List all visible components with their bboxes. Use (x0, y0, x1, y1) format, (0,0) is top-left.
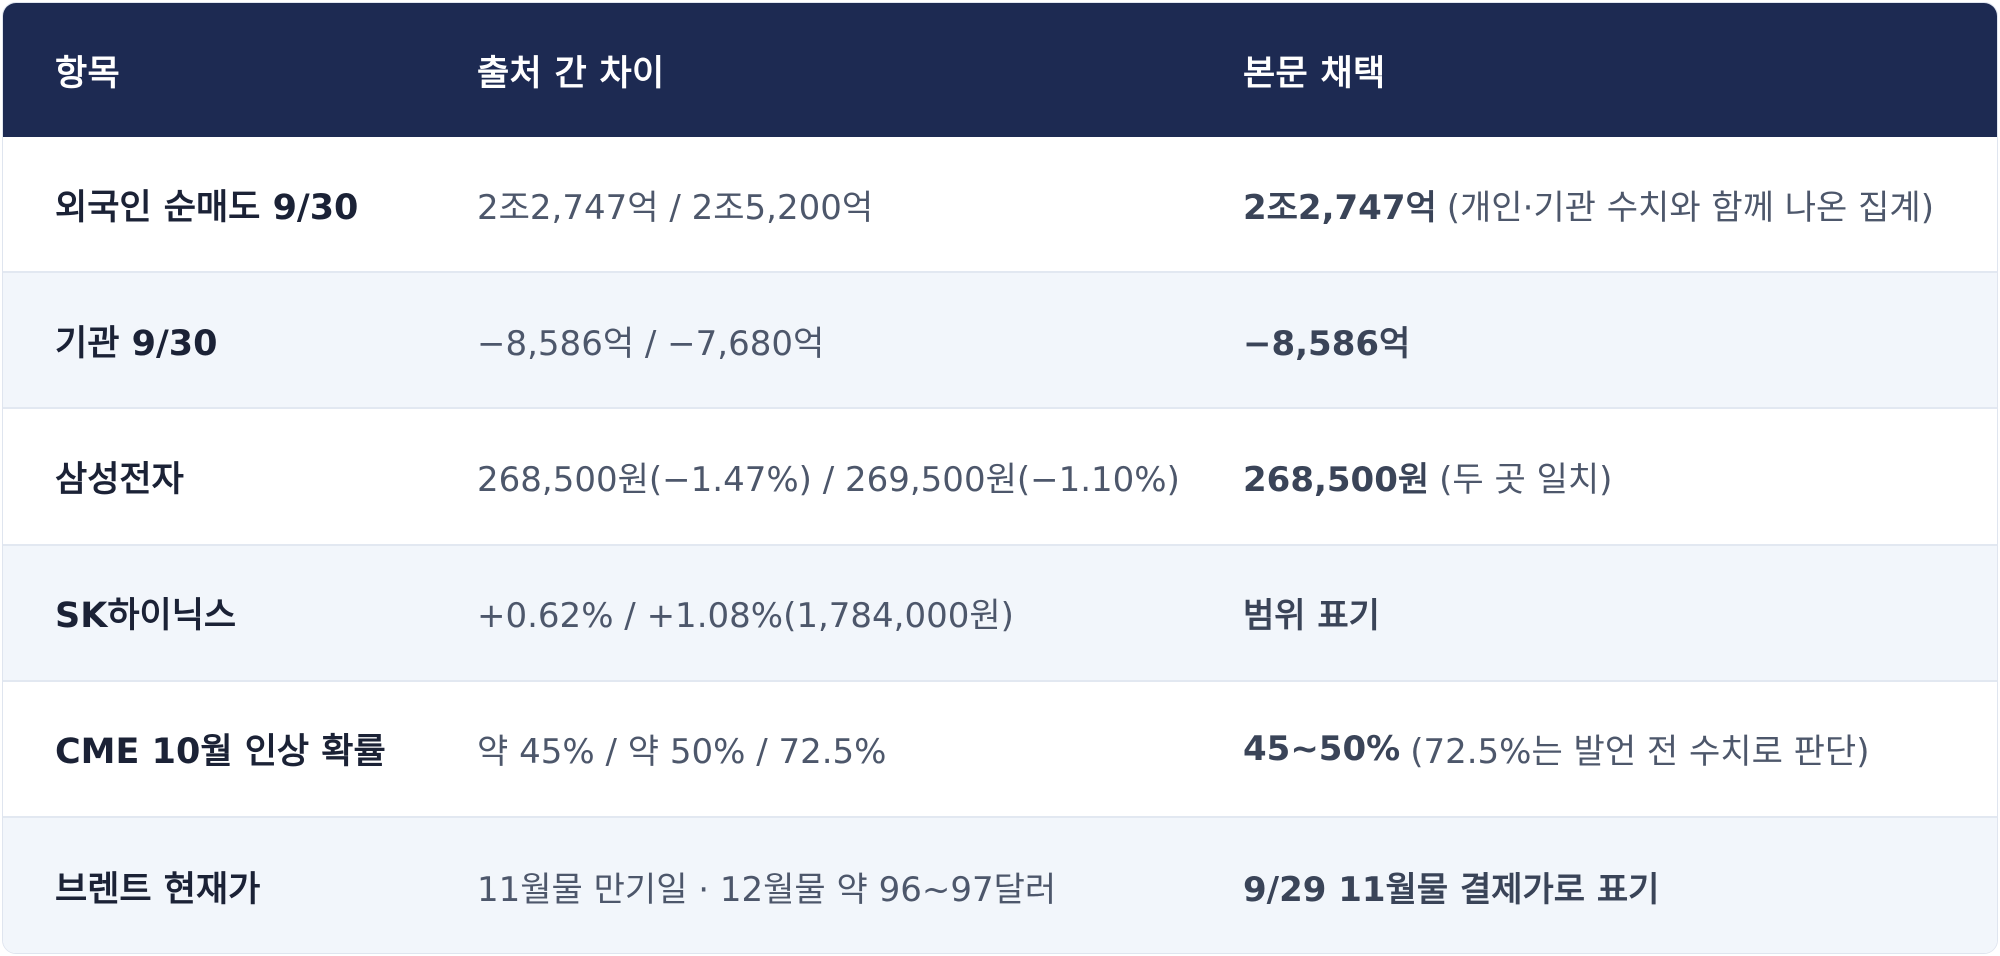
table-row: CME 10월 인상 확률 약 45% / 약 50% / 72.5% 45~5… (3, 681, 1997, 818)
adopted-note: (개인·기관 수치와 함께 나온 집계) (1446, 187, 1934, 228)
row-adopted: −8,586억 (1243, 273, 1410, 407)
table-row: 외국인 순매도 9/30 2조2,747억 / 2조5,200억 2조2,747… (3, 137, 1997, 274)
row-source-diff: 2조2,747억 / 2조5,200억 (477, 187, 874, 228)
table-header: 항목 출처 간 차이 본문 채택 (3, 3, 1997, 137)
table-row: 삼성전자 268,500원(−1.47%) / 269,500원(−1.10%)… (3, 409, 1997, 546)
row-source-diff: −8,586억 / −7,680억 (477, 323, 825, 364)
row-source-diff: 268,500원(−1.47%) / 269,500원(−1.10%) (477, 459, 1180, 500)
adopted-note: (72.5%는 발언 전 수치로 판단) (1410, 732, 1870, 773)
header-source-diff: 출처 간 차이 (477, 53, 665, 94)
row-adopted: 범위 표기 (1243, 546, 1380, 680)
row-adopted: 268,500원 (두 곳 일치) (1243, 409, 1612, 543)
row-adopted: 45~50% (72.5%는 발언 전 수치로 판단) (1243, 682, 1869, 816)
row-source-diff: 11월물 만기일 · 12월물 약 96~97달러 (477, 869, 1057, 910)
adopted-value: −8,586억 (1243, 323, 1411, 364)
row-item: 기관 9/30 (55, 323, 218, 364)
row-adopted: 2조2,747억 (개인·기관 수치와 함께 나온 집계) (1243, 137, 1934, 271)
table-row: SK하이닉스 +0.62% / +1.08%(1,784,000원) 범위 표기 (3, 545, 1997, 682)
row-item: CME 10월 인상 확률 (55, 732, 386, 773)
row-item: 브렌트 현재가 (55, 869, 261, 910)
row-source-diff: +0.62% / +1.08%(1,784,000원) (477, 596, 1014, 637)
adopted-value: 범위 표기 (1243, 596, 1380, 637)
adopted-note: (두 곳 일치) (1439, 459, 1613, 500)
row-item: 외국인 순매도 9/30 (55, 187, 359, 228)
adopted-value: 268,500원 (1243, 459, 1430, 500)
header-adopted: 본문 채택 (1243, 53, 1386, 94)
row-item: SK하이닉스 (55, 596, 237, 637)
adopted-value: 45~50% (1243, 728, 1401, 769)
row-item: 삼성전자 (55, 459, 184, 500)
row-source-diff: 약 45% / 약 50% / 72.5% (477, 732, 887, 773)
adopted-value: 2조2,747억 (1243, 187, 1437, 228)
header-item: 항목 (55, 53, 121, 94)
table-row: 기관 9/30 −8,586억 / −7,680억 −8,586억 (3, 273, 1997, 410)
adopted-value: 9/29 11월물 결제가로 표기 (1243, 869, 1660, 910)
row-adopted: 9/29 11월물 결제가로 표기 (1243, 818, 1660, 953)
table-row: 브렌트 현재가 11월물 만기일 · 12월물 약 96~97달러 9/29 1… (3, 817, 1997, 953)
